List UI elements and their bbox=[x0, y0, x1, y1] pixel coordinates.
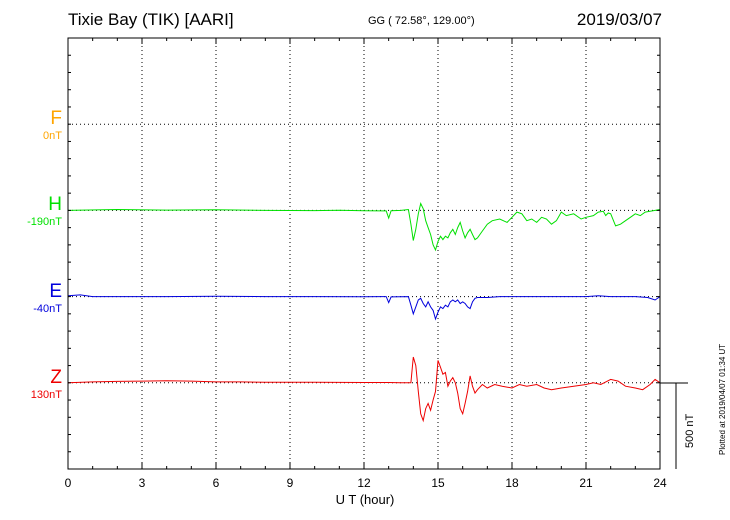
x-tick-label: 6 bbox=[213, 476, 220, 490]
channel-name: F bbox=[50, 108, 62, 130]
x-axis-title: U T (hour) bbox=[335, 492, 395, 507]
x-tick-label: 3 bbox=[139, 476, 146, 490]
x-tick-label: 21 bbox=[579, 476, 593, 490]
trace-h bbox=[67, 202, 661, 252]
scale-bar-label: 500 nT bbox=[684, 413, 696, 448]
channel-label-z: Z 130nT bbox=[30, 366, 62, 402]
channel-label-h: H -190nT bbox=[27, 195, 62, 229]
coordinates-label: GG ( 72.58°, 129.00°) bbox=[368, 15, 475, 27]
plot-traces bbox=[67, 202, 661, 423]
channel-name: E bbox=[49, 280, 62, 302]
channel-baseline: -190nT bbox=[27, 216, 62, 229]
x-tick-label: 9 bbox=[287, 476, 294, 490]
x-tick-label: 12 bbox=[357, 476, 371, 490]
channel-name: H bbox=[48, 194, 62, 216]
channel-name: Z bbox=[50, 366, 62, 388]
trace-z bbox=[67, 356, 661, 423]
x-tick-label: 24 bbox=[653, 476, 667, 490]
date-label: 2019/03/07 bbox=[576, 10, 662, 29]
channel-baseline: -40nT bbox=[33, 302, 62, 315]
channel-baseline: 130nT bbox=[30, 388, 62, 401]
plot-axes: 0 3 6 9 12 15 18 21 24 bbox=[65, 37, 688, 490]
plotted-timestamp: Plotted at 2019/04/07 01:34 UT bbox=[718, 343, 727, 455]
station-title: Tixie Bay (TIK) [AARI] bbox=[68, 10, 234, 29]
x-tick-label: 15 bbox=[431, 476, 445, 490]
x-tick-label: 0 bbox=[65, 476, 72, 490]
trace-e bbox=[67, 294, 661, 321]
channel-label-f: F 0nT bbox=[43, 109, 62, 143]
channel-baseline: 0nT bbox=[43, 130, 62, 143]
channel-label-e: E -40nT bbox=[33, 280, 62, 316]
plot-grid bbox=[68, 38, 660, 469]
x-tick-label: 18 bbox=[505, 476, 519, 490]
